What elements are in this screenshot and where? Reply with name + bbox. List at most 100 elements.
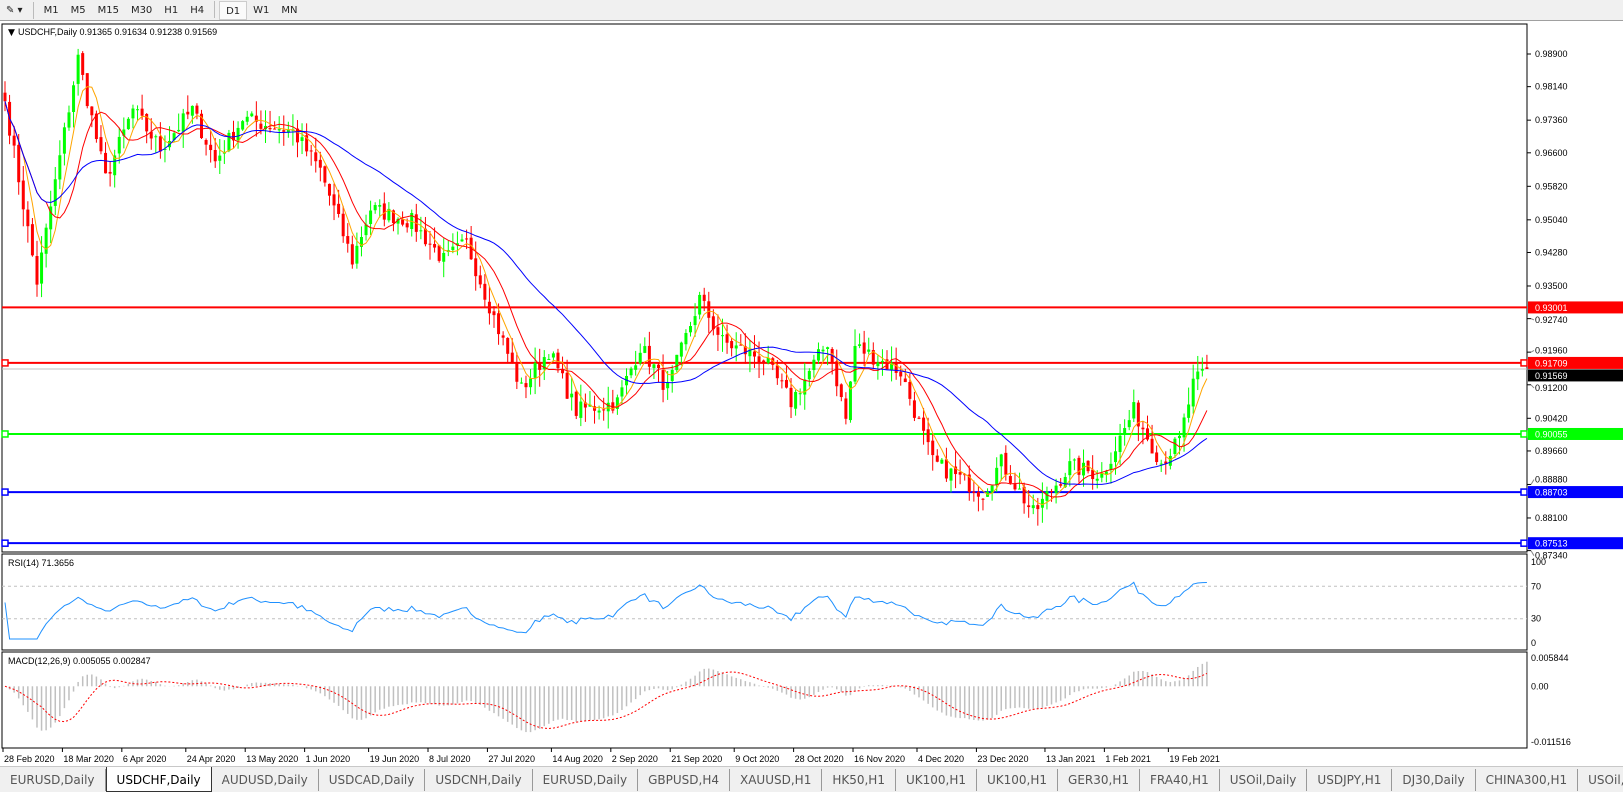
candle-body xyxy=(794,391,798,409)
chart-tab[interactable]: AUDUSD,Daily xyxy=(212,769,319,791)
candle-body xyxy=(766,357,770,363)
line-handle-right xyxy=(1520,359,1528,367)
timeframe-h1[interactable]: H1 xyxy=(164,4,179,16)
candle-body xyxy=(1036,505,1040,510)
candle-body xyxy=(1146,428,1149,440)
candle-body xyxy=(314,152,318,162)
candle-body xyxy=(529,378,533,388)
candle-body xyxy=(433,244,437,248)
candle-body xyxy=(1095,478,1099,481)
timeframe-d1[interactable]: D1 xyxy=(219,0,248,20)
candle-body xyxy=(743,346,747,355)
rsi-tick-label: 30 xyxy=(1531,614,1541,624)
candle-body xyxy=(364,224,368,236)
candle-body xyxy=(912,400,916,418)
candle-body xyxy=(967,474,971,492)
candle-body xyxy=(583,402,587,408)
candle-body xyxy=(812,359,816,371)
candle-body xyxy=(565,372,569,399)
candle-body xyxy=(26,209,30,227)
candle-body xyxy=(675,354,679,371)
candle-body xyxy=(140,108,144,116)
timeframe-m5[interactable]: M5 xyxy=(70,4,86,16)
candle-body xyxy=(44,227,48,254)
candle-body xyxy=(99,137,103,152)
candle-body xyxy=(693,316,697,326)
line-handle-right xyxy=(1520,430,1528,438)
date-tick-label: 4 Dec 2020 xyxy=(918,754,964,764)
candle-body xyxy=(419,230,423,232)
date-tick-label: 19 Feb 2021 xyxy=(1169,754,1220,764)
candle-body xyxy=(807,370,811,380)
candle-body xyxy=(748,349,752,357)
candle-body xyxy=(954,466,958,475)
chart-tab[interactable]: GER30,H1 xyxy=(1058,769,1140,791)
candle-body xyxy=(771,358,775,365)
candle-body xyxy=(391,210,395,224)
chart-tab[interactable]: FRA40,H1 xyxy=(1140,769,1220,791)
timeframe-mn[interactable]: MN xyxy=(281,4,298,16)
candle-body xyxy=(200,113,204,139)
timeframe-m15[interactable]: M15 xyxy=(97,4,119,16)
timeframe-w1[interactable]: W1 xyxy=(253,4,270,16)
chart-tab[interactable]: DJ30,Daily xyxy=(1392,769,1476,791)
candle-body xyxy=(300,137,304,141)
price-line-label-bg xyxy=(1528,356,1623,369)
chart-tab[interactable]: USOil, xyxy=(1578,769,1623,791)
candle-body xyxy=(999,454,1003,467)
candle-body xyxy=(497,313,501,335)
chart-tab[interactable]: GBPUSD,H4 xyxy=(638,769,730,791)
candle-body xyxy=(561,369,565,374)
candle-body xyxy=(574,391,578,416)
candle-body xyxy=(346,236,350,244)
chart-tab[interactable]: HK50,H1 xyxy=(822,769,896,791)
chart-tab[interactable]: USDCNH,Daily xyxy=(425,769,533,791)
candle-body xyxy=(295,128,299,143)
chart-tab[interactable]: CHINA300,H1 xyxy=(1476,769,1579,791)
candle-body xyxy=(1013,484,1017,490)
candle-body xyxy=(254,115,258,122)
chart-tab[interactable]: EURUSD,Daily xyxy=(0,769,106,791)
candle-body xyxy=(177,129,181,132)
candle-body xyxy=(268,128,272,130)
chart-tab[interactable]: USDJPY,H1 xyxy=(1307,769,1393,791)
timeframe-h4[interactable]: H4 xyxy=(190,4,205,16)
candle-body xyxy=(286,129,290,133)
candle-body xyxy=(72,85,76,112)
rsi-tick-label: 70 xyxy=(1531,581,1541,591)
candle-body xyxy=(1150,438,1154,454)
timeframe-m30[interactable]: M30 xyxy=(130,4,153,16)
candle-body xyxy=(661,370,665,390)
candle-body xyxy=(186,111,190,115)
chart-tab[interactable]: USDCAD,Daily xyxy=(319,769,426,791)
candle-body xyxy=(652,364,656,369)
current-price-bg xyxy=(1528,369,1623,382)
candle-body xyxy=(1164,461,1168,464)
chart-tab[interactable]: UK100,H1 xyxy=(977,769,1059,791)
candle-body xyxy=(1100,473,1104,478)
candle-body xyxy=(163,148,167,150)
chart-tab[interactable]: XAUUSD,H1 xyxy=(730,769,823,791)
draw-tools-dropdown[interactable]: ✎ ▾ xyxy=(6,4,23,16)
date-tick-label: 2 Sep 2020 xyxy=(612,754,658,764)
price-line-label: 0.88703 xyxy=(1535,488,1568,498)
rsi-panel xyxy=(1,553,1528,651)
candle-body xyxy=(1018,488,1022,490)
candle-body xyxy=(85,73,89,107)
candle-body xyxy=(958,472,962,475)
date-tick-label: 1 Jun 2020 xyxy=(306,754,351,764)
price-chart[interactable]: 0.98900 0.98140 0.97360 0.96600 0.95820 0.950… xyxy=(0,21,1623,766)
macd-tick-label: 0.00 xyxy=(1531,681,1549,691)
chart-tab[interactable]: USDCHF,Daily xyxy=(105,767,212,792)
price-tick-label: 0.97360 xyxy=(1535,115,1568,125)
chart-tab[interactable]: USOil,Daily xyxy=(1220,769,1308,791)
date-tick-label: 6 Apr 2020 xyxy=(123,754,167,764)
candle-body xyxy=(1132,402,1136,419)
candle-body xyxy=(1004,452,1008,475)
candle-body xyxy=(876,362,880,367)
chart-tab[interactable]: EURUSD,Daily xyxy=(533,769,639,791)
candle-body xyxy=(976,492,980,497)
chart-tab[interactable]: UK100,H1 xyxy=(896,769,977,791)
timeframe-m1[interactable]: M1 xyxy=(43,4,59,16)
candle-body xyxy=(880,360,884,362)
